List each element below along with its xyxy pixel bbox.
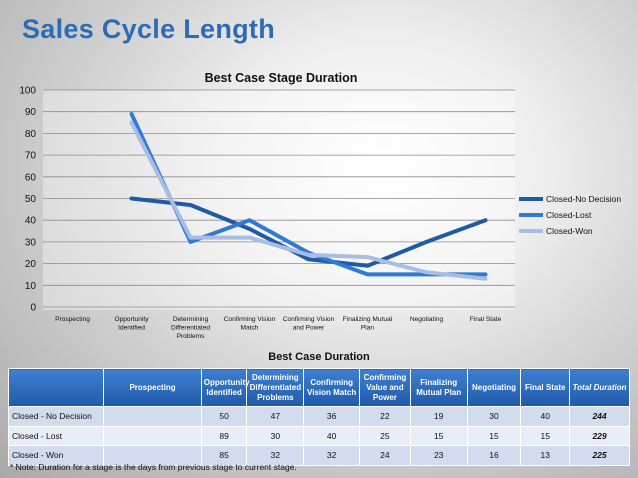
y-axis-ticks: 0 10 20 30 40 50 60 70 80 90 100 bbox=[19, 86, 36, 314]
header-cell-final-state: Final State bbox=[520, 368, 571, 407]
slide-title: Sales Cycle Length bbox=[22, 14, 275, 44]
header-cell-prospecting: Prospecting bbox=[103, 368, 202, 407]
legend-label: Closed-Lost bbox=[546, 210, 592, 220]
series-line bbox=[129, 196, 488, 268]
table-cell: 24 bbox=[359, 445, 411, 466]
y-tick-label: 100 bbox=[19, 86, 36, 97]
x-axis-ticks: Prospecting Opportunity Identified Determin… bbox=[55, 316, 502, 340]
y-tick-label: 20 bbox=[25, 259, 37, 270]
table-cell: 50 bbox=[200, 406, 248, 427]
total-cell: 225 bbox=[569, 445, 630, 466]
table-cell bbox=[103, 425, 202, 446]
total-cell: 229 bbox=[569, 425, 630, 446]
chart-legend: Closed-No Decision Closed-Lost Closed-Won bbox=[519, 194, 621, 236]
x-tick-label: Determining Differentiated Problems bbox=[171, 316, 210, 340]
x-tick-label: Confirming Vision Match bbox=[224, 316, 276, 332]
table-cell: 25 bbox=[359, 425, 411, 446]
footnote: * Note: Duration for a stage is the days… bbox=[10, 462, 297, 472]
table-row: Closed - Lost 89 30 40 25 15 15 15 229 bbox=[7, 425, 630, 446]
table-cell: 23 bbox=[409, 445, 468, 466]
table-row: Closed - Won 85 32 32 24 23 16 13 225 bbox=[7, 445, 630, 466]
table-cell: 32 bbox=[303, 445, 361, 466]
y-tick-label: 90 bbox=[25, 107, 37, 118]
table-cell: 40 bbox=[303, 425, 361, 446]
legend-label: Closed-Won bbox=[546, 226, 593, 236]
total-cell: 244 bbox=[569, 406, 630, 427]
table-cell: 15 bbox=[520, 425, 571, 446]
header-cell-finalizing-mutual-plan: Finalizing Mutual Plan bbox=[409, 368, 468, 407]
x-tick-label: Final State bbox=[470, 316, 502, 323]
table-cell: 30 bbox=[246, 425, 305, 446]
table-cell: 47 bbox=[246, 406, 305, 427]
gridlines bbox=[43, 89, 515, 308]
row-label: Closed - Lost bbox=[7, 425, 105, 446]
row-label: Closed - Won bbox=[7, 445, 105, 466]
legend-label: Closed-No Decision bbox=[546, 194, 621, 204]
y-tick-label: 70 bbox=[25, 151, 37, 162]
x-tick-label: Opportunity Identified bbox=[114, 316, 149, 332]
table-cell: 30 bbox=[466, 406, 522, 427]
table-cell bbox=[103, 406, 202, 427]
table-cell: 13 bbox=[520, 445, 571, 466]
y-tick-label: 40 bbox=[25, 216, 37, 227]
y-tick-label: 50 bbox=[25, 194, 37, 205]
header-cell-confirming-value-power: Confirming Value and Power bbox=[359, 368, 411, 407]
table-cell: 89 bbox=[200, 425, 248, 446]
table-cell bbox=[103, 445, 202, 466]
table-cell: 36 bbox=[303, 406, 361, 427]
table-cell: 85 bbox=[200, 445, 248, 466]
header-cell-determining-problems: Determining Differentiated Problems bbox=[246, 368, 305, 407]
table-header-row: Prospecting Opportunity Identified Deter… bbox=[7, 368, 630, 407]
x-tick-label: Confirming Vision and Power bbox=[283, 316, 335, 332]
line-chart: Best Case Stage Duration 0 10 20 30 40 50 60 70… bbox=[19, 71, 621, 340]
y-tick-label: 60 bbox=[25, 172, 37, 183]
y-tick-label: 0 bbox=[30, 303, 36, 314]
table-cell: 22 bbox=[359, 406, 411, 427]
x-tick-label: Negotiating bbox=[410, 316, 444, 323]
header-cell-opportunity-identified: Opportunity Identified bbox=[200, 368, 250, 407]
x-tick-label: Finalizing Mutual Plan bbox=[343, 316, 393, 332]
x-tick-label: Prospecting bbox=[55, 316, 90, 323]
header-cell-blank bbox=[7, 368, 105, 407]
table-row: Closed - No Decision 50 47 36 22 19 30 4… bbox=[7, 406, 630, 427]
table-cell: 15 bbox=[409, 425, 468, 446]
y-tick-label: 30 bbox=[25, 237, 37, 248]
series-line bbox=[129, 111, 488, 277]
plot-area bbox=[43, 90, 515, 310]
row-label: Closed - No Decision bbox=[7, 406, 105, 427]
table-cell: 16 bbox=[466, 445, 522, 466]
header-cell-total-duration: Total Duration bbox=[569, 368, 630, 407]
y-tick-label: 80 bbox=[25, 129, 37, 140]
chart-title: Best Case Stage Duration bbox=[205, 71, 358, 85]
table-cell: 19 bbox=[409, 406, 468, 427]
series-lines bbox=[129, 111, 488, 281]
table-cell: 15 bbox=[466, 425, 522, 446]
header-cell-negotiating: Negotiating bbox=[466, 368, 522, 407]
table-cell: 40 bbox=[520, 406, 571, 427]
series-line bbox=[129, 120, 488, 281]
duration-table: Prospecting Opportunity Identified Deter… bbox=[7, 368, 630, 466]
table-title: Best Case Duration bbox=[268, 351, 370, 363]
header-cell-confirming-vision-match: Confirming Vision Match bbox=[303, 368, 361, 407]
table-cell: 32 bbox=[246, 445, 305, 466]
y-tick-label: 10 bbox=[25, 281, 37, 292]
